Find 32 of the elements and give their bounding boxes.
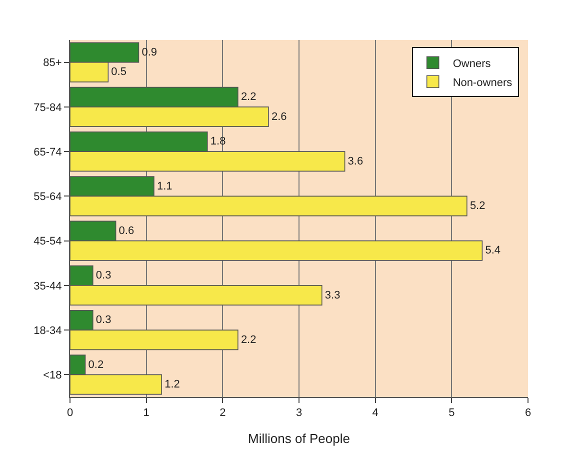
x-tick-label: 3 [296,407,302,420]
y-tick-label: 55-64 [34,191,62,204]
data-label: 0.3 [96,270,112,282]
data-label: 0.6 [118,224,134,237]
data-label: 5.4 [485,244,500,257]
data-label: 2.2 [240,334,256,346]
x-tick-label: 2 [220,407,226,420]
data-label: 5.2 [470,200,486,212]
legend-label: Owners [452,58,492,70]
data-label: 3.6 [348,155,364,168]
y-tick-label: 35-44 [34,280,62,292]
data-label: 0.5 [111,66,126,78]
y-tick-label: 75-84 [34,102,62,114]
data-label: 1.2 [164,378,180,391]
x-tick-label: 4 [372,407,378,420]
x-tick-label: 6 [524,407,532,420]
data-label: 0.2 [88,358,104,371]
y-tick-label: 18-34 [34,324,62,337]
data-label: 0.3 [96,314,112,326]
x-tick-label: 0 [66,407,74,420]
y-tick-label: <18 [43,370,62,382]
data-label: 1.1 [156,180,172,192]
y-tick-label: 45-54 [34,236,62,248]
x-axis-title: Millions of People [248,430,350,446]
x-tick-label: 5 [448,407,455,420]
y-tick-label: 85+ [43,57,62,70]
data-label: 3.3 [324,289,340,302]
data-label: 2.6 [271,110,287,123]
x-tick-label: 1 [143,407,150,420]
legend-label: Non-owners [452,76,513,89]
y-tick-label: 65-74 [34,146,62,158]
data-label: 2.2 [240,91,256,104]
